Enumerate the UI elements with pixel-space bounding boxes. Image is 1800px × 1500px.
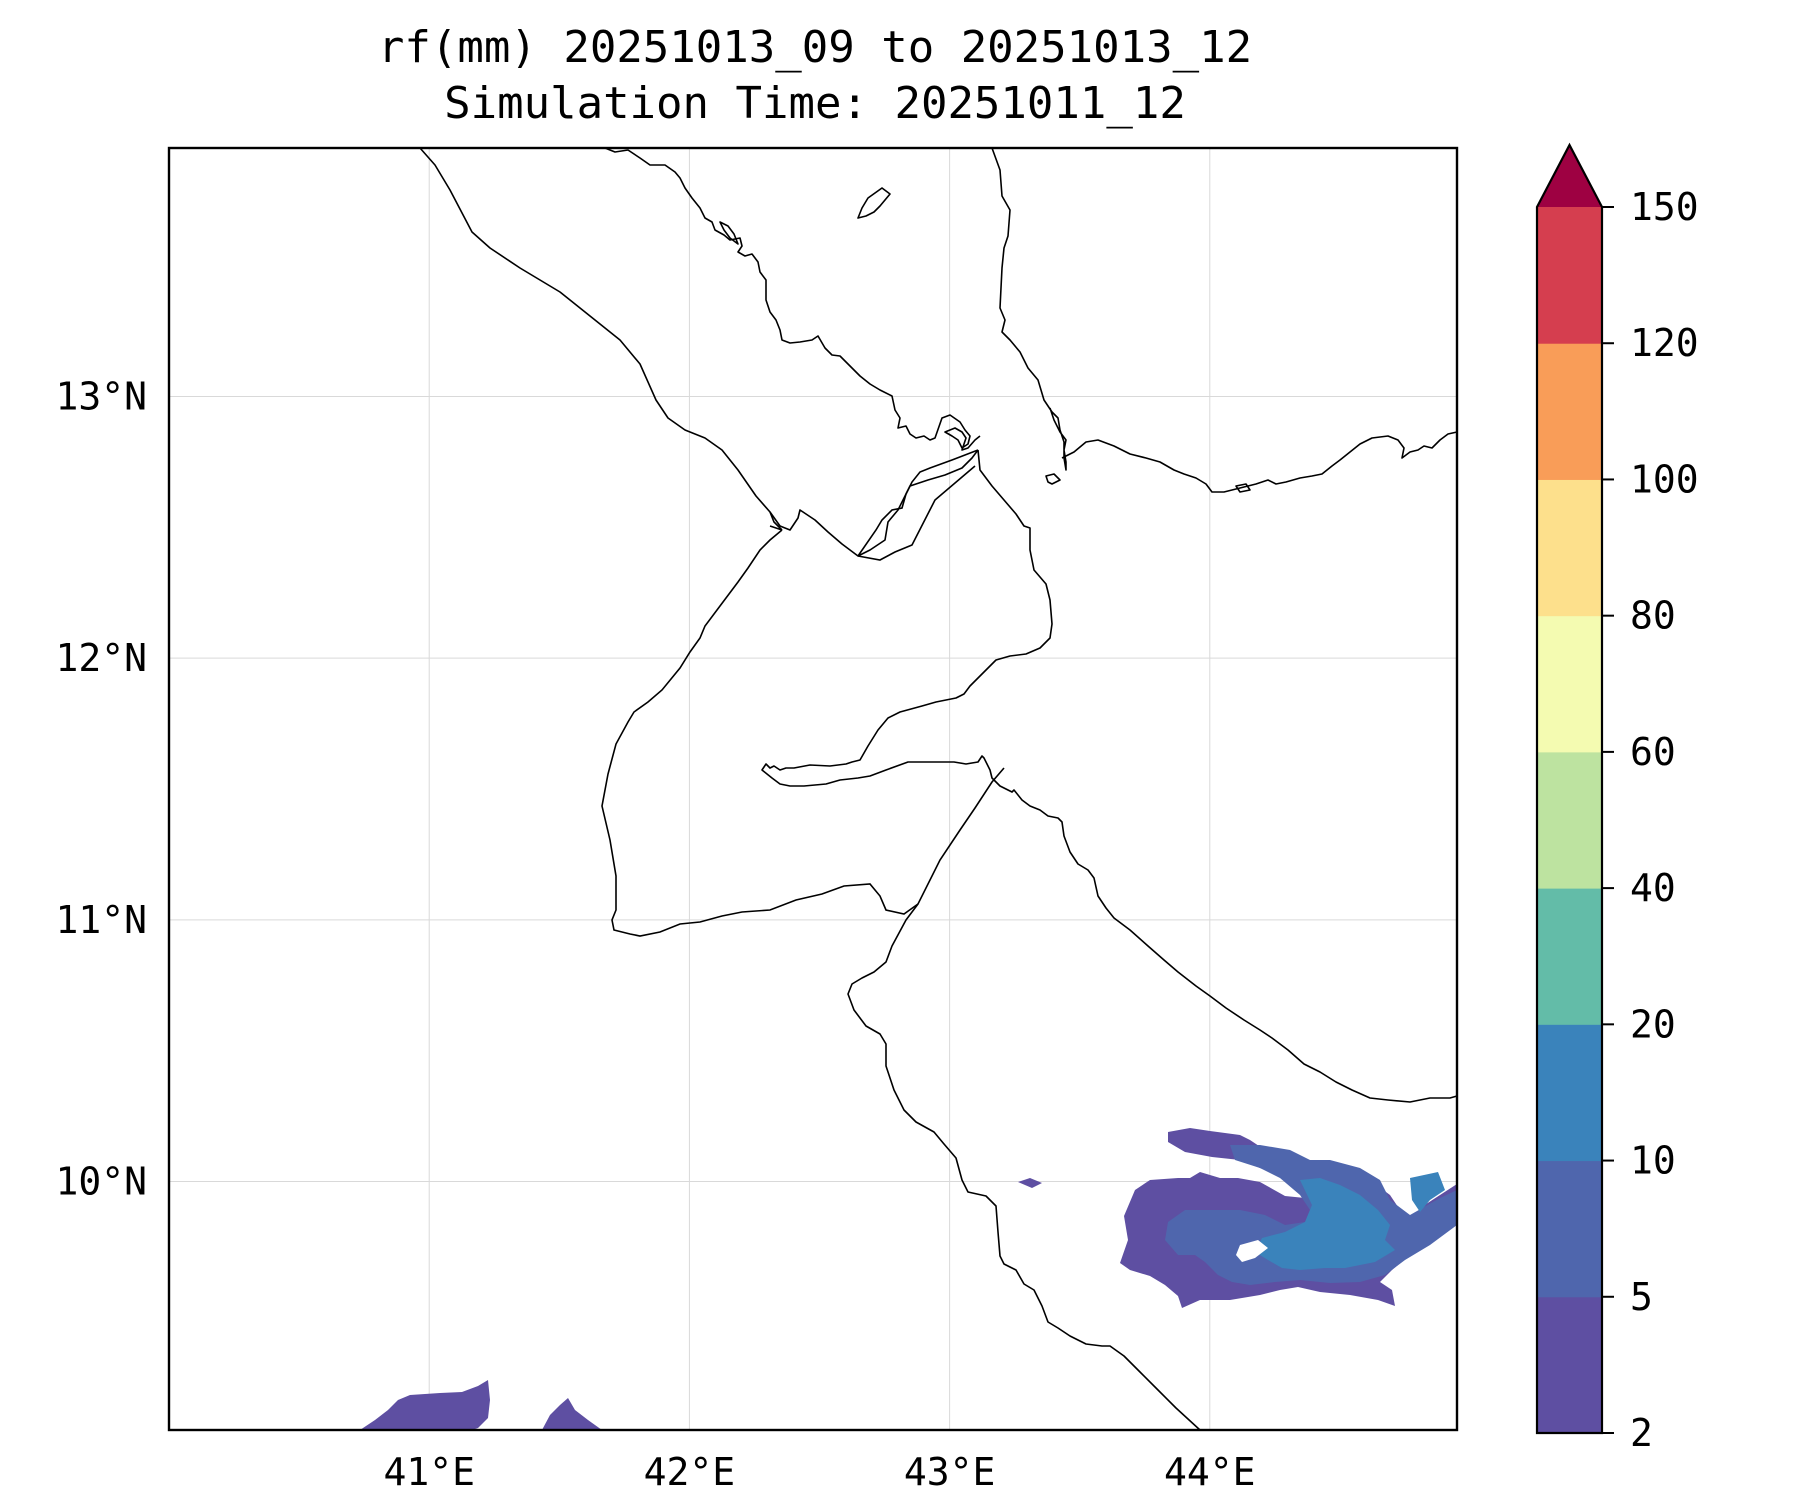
border-eritrea-inland bbox=[857, 449, 979, 557]
colorbar-segment bbox=[1537, 207, 1602, 344]
rain-region-sw-2 bbox=[542, 1398, 602, 1430]
coastline-somaliland bbox=[847, 903, 1201, 1431]
colorbar: 2 5 10 20 40 60 80 100 120 150 bbox=[1535, 142, 1699, 1455]
lon-tick-label: 41°E bbox=[383, 1450, 475, 1494]
rain-region-sw-1 bbox=[360, 1380, 490, 1430]
lat-tick-label: 10°N bbox=[55, 1159, 147, 1203]
colorbar-tick-label: 60 bbox=[1630, 730, 1676, 774]
title-line-1: rf(mm) 20251013_09 to 20251013_12 bbox=[378, 22, 1252, 73]
gridlines bbox=[169, 148, 1457, 1430]
colorbar-segment bbox=[1537, 1160, 1602, 1298]
colorbar-tick-label: 150 bbox=[1630, 185, 1699, 229]
colorbar-segment bbox=[1537, 479, 1602, 617]
island-small-2 bbox=[1235, 483, 1251, 493]
lat-tick-label: 13°N bbox=[55, 375, 147, 419]
colorbar-segment bbox=[1537, 751, 1602, 889]
colorbar-outline bbox=[1535, 142, 1604, 1435]
colorbar-segment bbox=[1537, 1024, 1602, 1162]
colorbar-tick-label: 80 bbox=[1630, 594, 1676, 638]
rain-region-se-east-10-20 bbox=[1410, 1172, 1445, 1212]
border-djibouti-eritrea bbox=[769, 465, 976, 561]
island-dahlak bbox=[857, 187, 891, 219]
map-frame bbox=[167, 146, 1459, 1432]
lat-tick-label: 12°N bbox=[55, 636, 147, 680]
rain-region-se-10-20 bbox=[1255, 1178, 1395, 1270]
border-djibouti-ethiopia bbox=[601, 529, 1005, 937]
colorbar-segment bbox=[1537, 343, 1602, 480]
colorbar-segment bbox=[1537, 615, 1602, 753]
border-eritrea-ethiopia bbox=[769, 525, 783, 531]
longitude-axis: 41°E 42°E 43°E 44°E bbox=[383, 1450, 1255, 1494]
colorbar-segment bbox=[1537, 1296, 1602, 1434]
island-small-1 bbox=[1045, 473, 1061, 485]
coastlines bbox=[419, 147, 1458, 1431]
coastline-horn-of-africa bbox=[761, 449, 1458, 1103]
colorbar-tick-label: 40 bbox=[1630, 866, 1676, 910]
colorbar-tick-label: 20 bbox=[1630, 1002, 1676, 1046]
lon-tick-label: 44°E bbox=[1164, 1450, 1256, 1494]
colorbar-segment bbox=[1537, 888, 1602, 1025]
lon-tick-label: 42°E bbox=[644, 1450, 736, 1494]
island-small-3 bbox=[719, 221, 739, 245]
colorbar-tick-label: 5 bbox=[1630, 1275, 1653, 1319]
coastline-gulf-of-aden-north bbox=[1061, 431, 1458, 493]
latitude-axis: 13°N 12°N 11°N 10°N bbox=[55, 375, 147, 1204]
lon-tick-label: 43°E bbox=[904, 1450, 996, 1494]
colorbar-tick-label: 120 bbox=[1630, 321, 1699, 365]
coastline-red-sea-north bbox=[604, 147, 981, 451]
colorbar-tick-label: 10 bbox=[1630, 1139, 1676, 1183]
colorbar-tick-label: 100 bbox=[1630, 457, 1699, 501]
rainfall-fill bbox=[360, 1128, 1457, 1430]
coastline-red-sea-east bbox=[991, 147, 1067, 471]
lat-tick-label: 11°N bbox=[55, 898, 147, 942]
colorbar-tick-label: 2 bbox=[1630, 1411, 1653, 1455]
rain-region-small-blob bbox=[1018, 1178, 1042, 1188]
rain-gap bbox=[1236, 1240, 1268, 1262]
title-line-2: Simulation Time: 20251011_12 bbox=[444, 78, 1186, 129]
colorbar-extend-arrow bbox=[1537, 145, 1602, 207]
